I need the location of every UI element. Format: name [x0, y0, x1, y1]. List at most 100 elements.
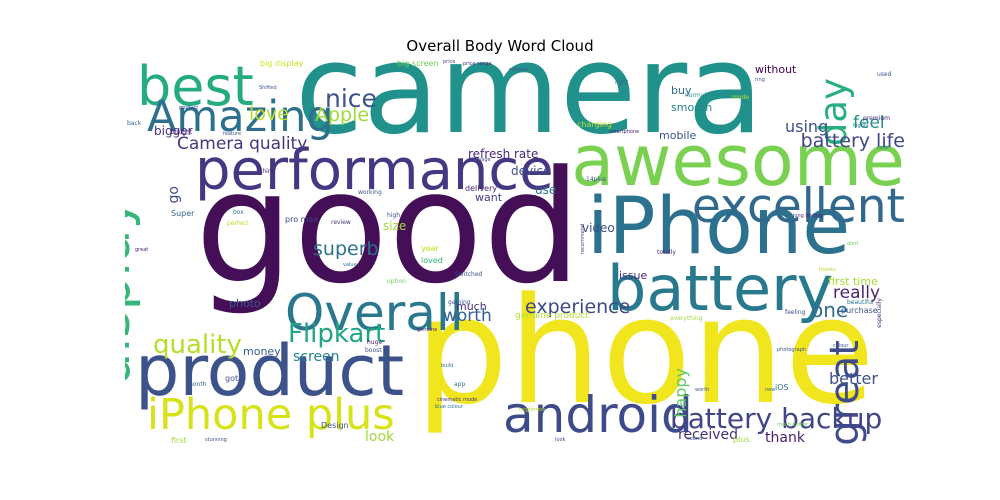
word-refresh-rate: refresh rate	[468, 147, 539, 161]
word-app: app	[454, 381, 466, 388]
word-totally: totally	[657, 249, 676, 256]
word-recommend: recommend	[580, 224, 586, 254]
word-worth: worth	[695, 387, 710, 393]
word-camera-quality: Camera quality	[177, 134, 308, 154]
word-cinematic-mode: cinematic mode	[437, 397, 478, 403]
word-bought: bought	[171, 129, 193, 136]
word-feel: feel	[853, 113, 885, 133]
word-much: much	[456, 300, 487, 313]
word-pro-max: pro max	[285, 215, 319, 224]
word-got: got	[225, 374, 239, 383]
word-blue-colour: blue colour	[435, 404, 463, 410]
word-design: Design	[321, 421, 349, 430]
word-big-screen: big screen	[397, 59, 439, 68]
word-box: box	[233, 209, 244, 216]
word-purchase: purchase	[841, 306, 878, 315]
word-really: really	[833, 283, 880, 303]
word-charging: charging	[577, 120, 612, 129]
word-feeling: feeling	[785, 309, 806, 316]
word-price-range: price range	[463, 61, 492, 67]
word-premium: premium	[863, 115, 890, 122]
word-new: new	[765, 387, 776, 393]
word-plus: plus	[733, 435, 750, 444]
word-perfect: perfect	[227, 220, 249, 227]
word-look: look	[555, 437, 566, 443]
word-apple: Apple	[315, 104, 370, 126]
word-super: Super	[171, 209, 195, 218]
word-battery-backup: battery backup	[670, 402, 883, 435]
word-boost: boost	[365, 347, 382, 354]
word-loved: loved	[421, 256, 443, 265]
word-first-time: first time	[828, 275, 878, 288]
word-love: love	[249, 103, 289, 125]
word-battery: battery	[607, 252, 834, 325]
word-mode: mode	[732, 94, 750, 101]
word-happy: happy	[671, 368, 690, 418]
word-mobile: mobile	[659, 129, 697, 142]
word-display: display	[125, 198, 142, 387]
word-option: option	[387, 278, 406, 285]
word-sound: sound	[687, 436, 703, 442]
word-everything: everything	[670, 315, 703, 322]
word-month: month	[187, 381, 207, 388]
word-year: year	[421, 244, 439, 253]
word-camera: camera	[295, 58, 764, 162]
word-phone: phone	[415, 266, 876, 437]
word-remove: remove	[509, 67, 528, 73]
word-image: image	[475, 157, 491, 163]
word-price: price	[443, 59, 456, 65]
word-best: best	[137, 58, 254, 118]
word-much-better: much better	[777, 422, 808, 428]
word-color: color	[877, 145, 890, 151]
word-great: great	[135, 247, 149, 253]
word-iphone: iPhone	[587, 182, 851, 272]
word-back: back	[127, 120, 142, 127]
word-switched: Switched	[455, 271, 483, 278]
word-beautiful: beautiful	[847, 299, 874, 306]
word-one: one	[811, 298, 849, 322]
word-product: product	[135, 330, 405, 412]
word-gaming: gaming	[448, 299, 471, 306]
word-thank: thank	[765, 430, 805, 446]
word-video: video	[582, 221, 615, 235]
word-build: build	[441, 363, 454, 369]
word-iphone-plus: iPhone plus	[147, 390, 395, 440]
word-value: value	[343, 262, 357, 268]
word-superb: superb	[313, 238, 379, 260]
word-flipkart: Flipkart	[288, 319, 386, 349]
word-go: go	[166, 186, 182, 204]
word-screen: screen	[293, 349, 340, 365]
word-battery-life: battery life	[800, 130, 905, 152]
word-high: high	[387, 212, 401, 219]
word-money: money	[243, 345, 281, 358]
word-quality: quality	[153, 330, 242, 360]
word-smartphone: smartphone	[609, 129, 640, 135]
word-experience: experience	[525, 296, 631, 318]
word-first: first	[171, 436, 187, 445]
word-android: android	[503, 386, 693, 444]
chart-title: Overall Body Word Cloud	[406, 37, 594, 55]
word-device: device	[511, 164, 551, 178]
word-colour: colour	[833, 343, 849, 349]
word-performance: performance	[195, 138, 554, 203]
word-genuine: genuine	[417, 327, 438, 333]
word-awesome: awesome	[571, 120, 905, 202]
word-long-lasting: long lasting	[793, 213, 823, 219]
word-good: good	[195, 137, 582, 318]
word-using: using	[785, 117, 829, 136]
word-worth: worth	[443, 306, 492, 326]
word-brightness: brightness	[519, 407, 546, 413]
word-feature: feature	[223, 131, 242, 137]
word-highly: highly	[853, 123, 869, 129]
word-size: size	[383, 219, 407, 233]
word-without: without	[755, 63, 797, 76]
word-shifted: Shifted	[259, 85, 277, 91]
word-big-display: big display	[260, 59, 304, 68]
word-light: light	[615, 79, 629, 86]
word-ring: ring	[755, 77, 765, 83]
word-delivery: delivery	[465, 184, 498, 193]
word-especially: especially	[876, 298, 883, 328]
word-bigger: bigger	[154, 124, 193, 138]
word-photograph: photograph	[777, 347, 807, 353]
word-excellent: excellent	[691, 179, 905, 234]
